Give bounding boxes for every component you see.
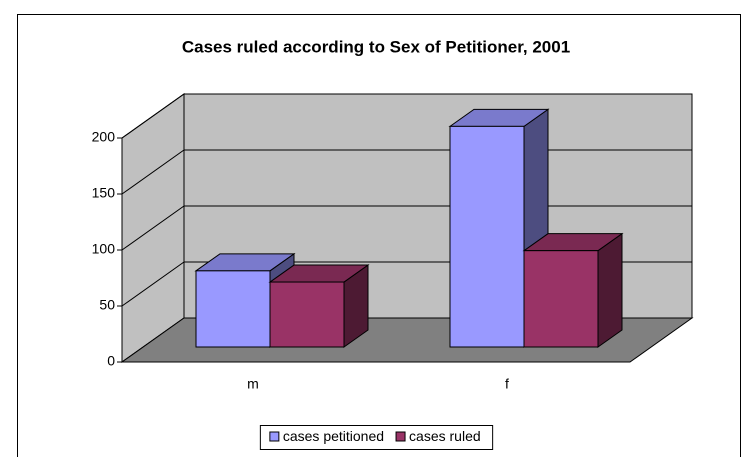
y-tick-label: 150	[92, 185, 116, 201]
bar	[195, 270, 271, 348]
legend-label: cases ruled	[409, 428, 481, 444]
y-tick-label: 200	[92, 129, 116, 145]
chart-title: Cases ruled according to Sex of Petition…	[182, 37, 570, 56]
bar	[269, 281, 345, 348]
legend-label: cases petitioned	[283, 428, 384, 444]
y-tick-label: 50	[99, 297, 115, 313]
bar-side	[597, 232, 623, 348]
bar	[449, 125, 525, 348]
legend-box	[259, 425, 494, 450]
bar	[523, 250, 599, 348]
x-tick-label: f	[505, 376, 509, 392]
x-tick-label: m	[247, 376, 259, 392]
legend-swatch	[269, 431, 280, 442]
grid-line	[121, 93, 692, 139]
legend: cases petitioned cases ruled	[259, 425, 494, 450]
y-tick-label: 0	[107, 353, 115, 369]
y-tick-label: 100	[92, 241, 116, 257]
legend-swatch	[395, 431, 406, 442]
